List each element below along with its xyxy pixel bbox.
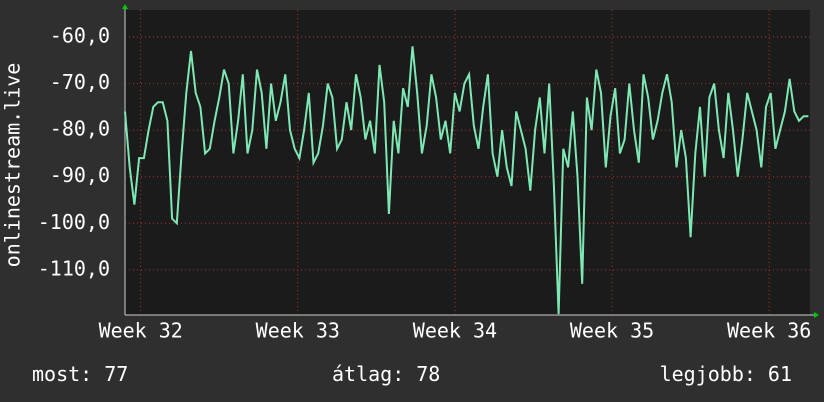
y-tick-label: -80,0 [50,117,110,141]
data-line [124,46,809,315]
y-tick-label: -70,0 [50,70,110,94]
y-tick-label: -60,0 [50,24,110,48]
stat-value: 77 [104,362,128,386]
y-axis-label: onlinestream.live [1,63,25,268]
y-tick-label: -110,0 [38,256,110,280]
stat-label: átlag: [332,362,404,386]
x-tick-label: Week 34 [413,319,497,343]
x-tick-label: Week 36 [727,319,811,343]
y-tick-label: -90,0 [50,163,110,187]
x-tick-label: Week 32 [99,319,183,343]
stat-label: most: [32,362,92,386]
x-tick-label: Week 33 [256,319,340,343]
stat-value: 61 [768,362,792,386]
stat-label: legjobb: [660,362,756,386]
stat: legjobb: 61 [660,362,792,386]
y-tick-label: -100,0 [38,210,110,234]
x-tick-label: Week 35 [570,319,654,343]
stat-value: 78 [416,362,440,386]
plot-area [125,10,810,315]
axis-arrow [814,312,819,318]
stat: átlag: 78 [332,362,440,386]
axis-arrow [122,4,128,9]
stat: most: 77 [32,362,128,386]
